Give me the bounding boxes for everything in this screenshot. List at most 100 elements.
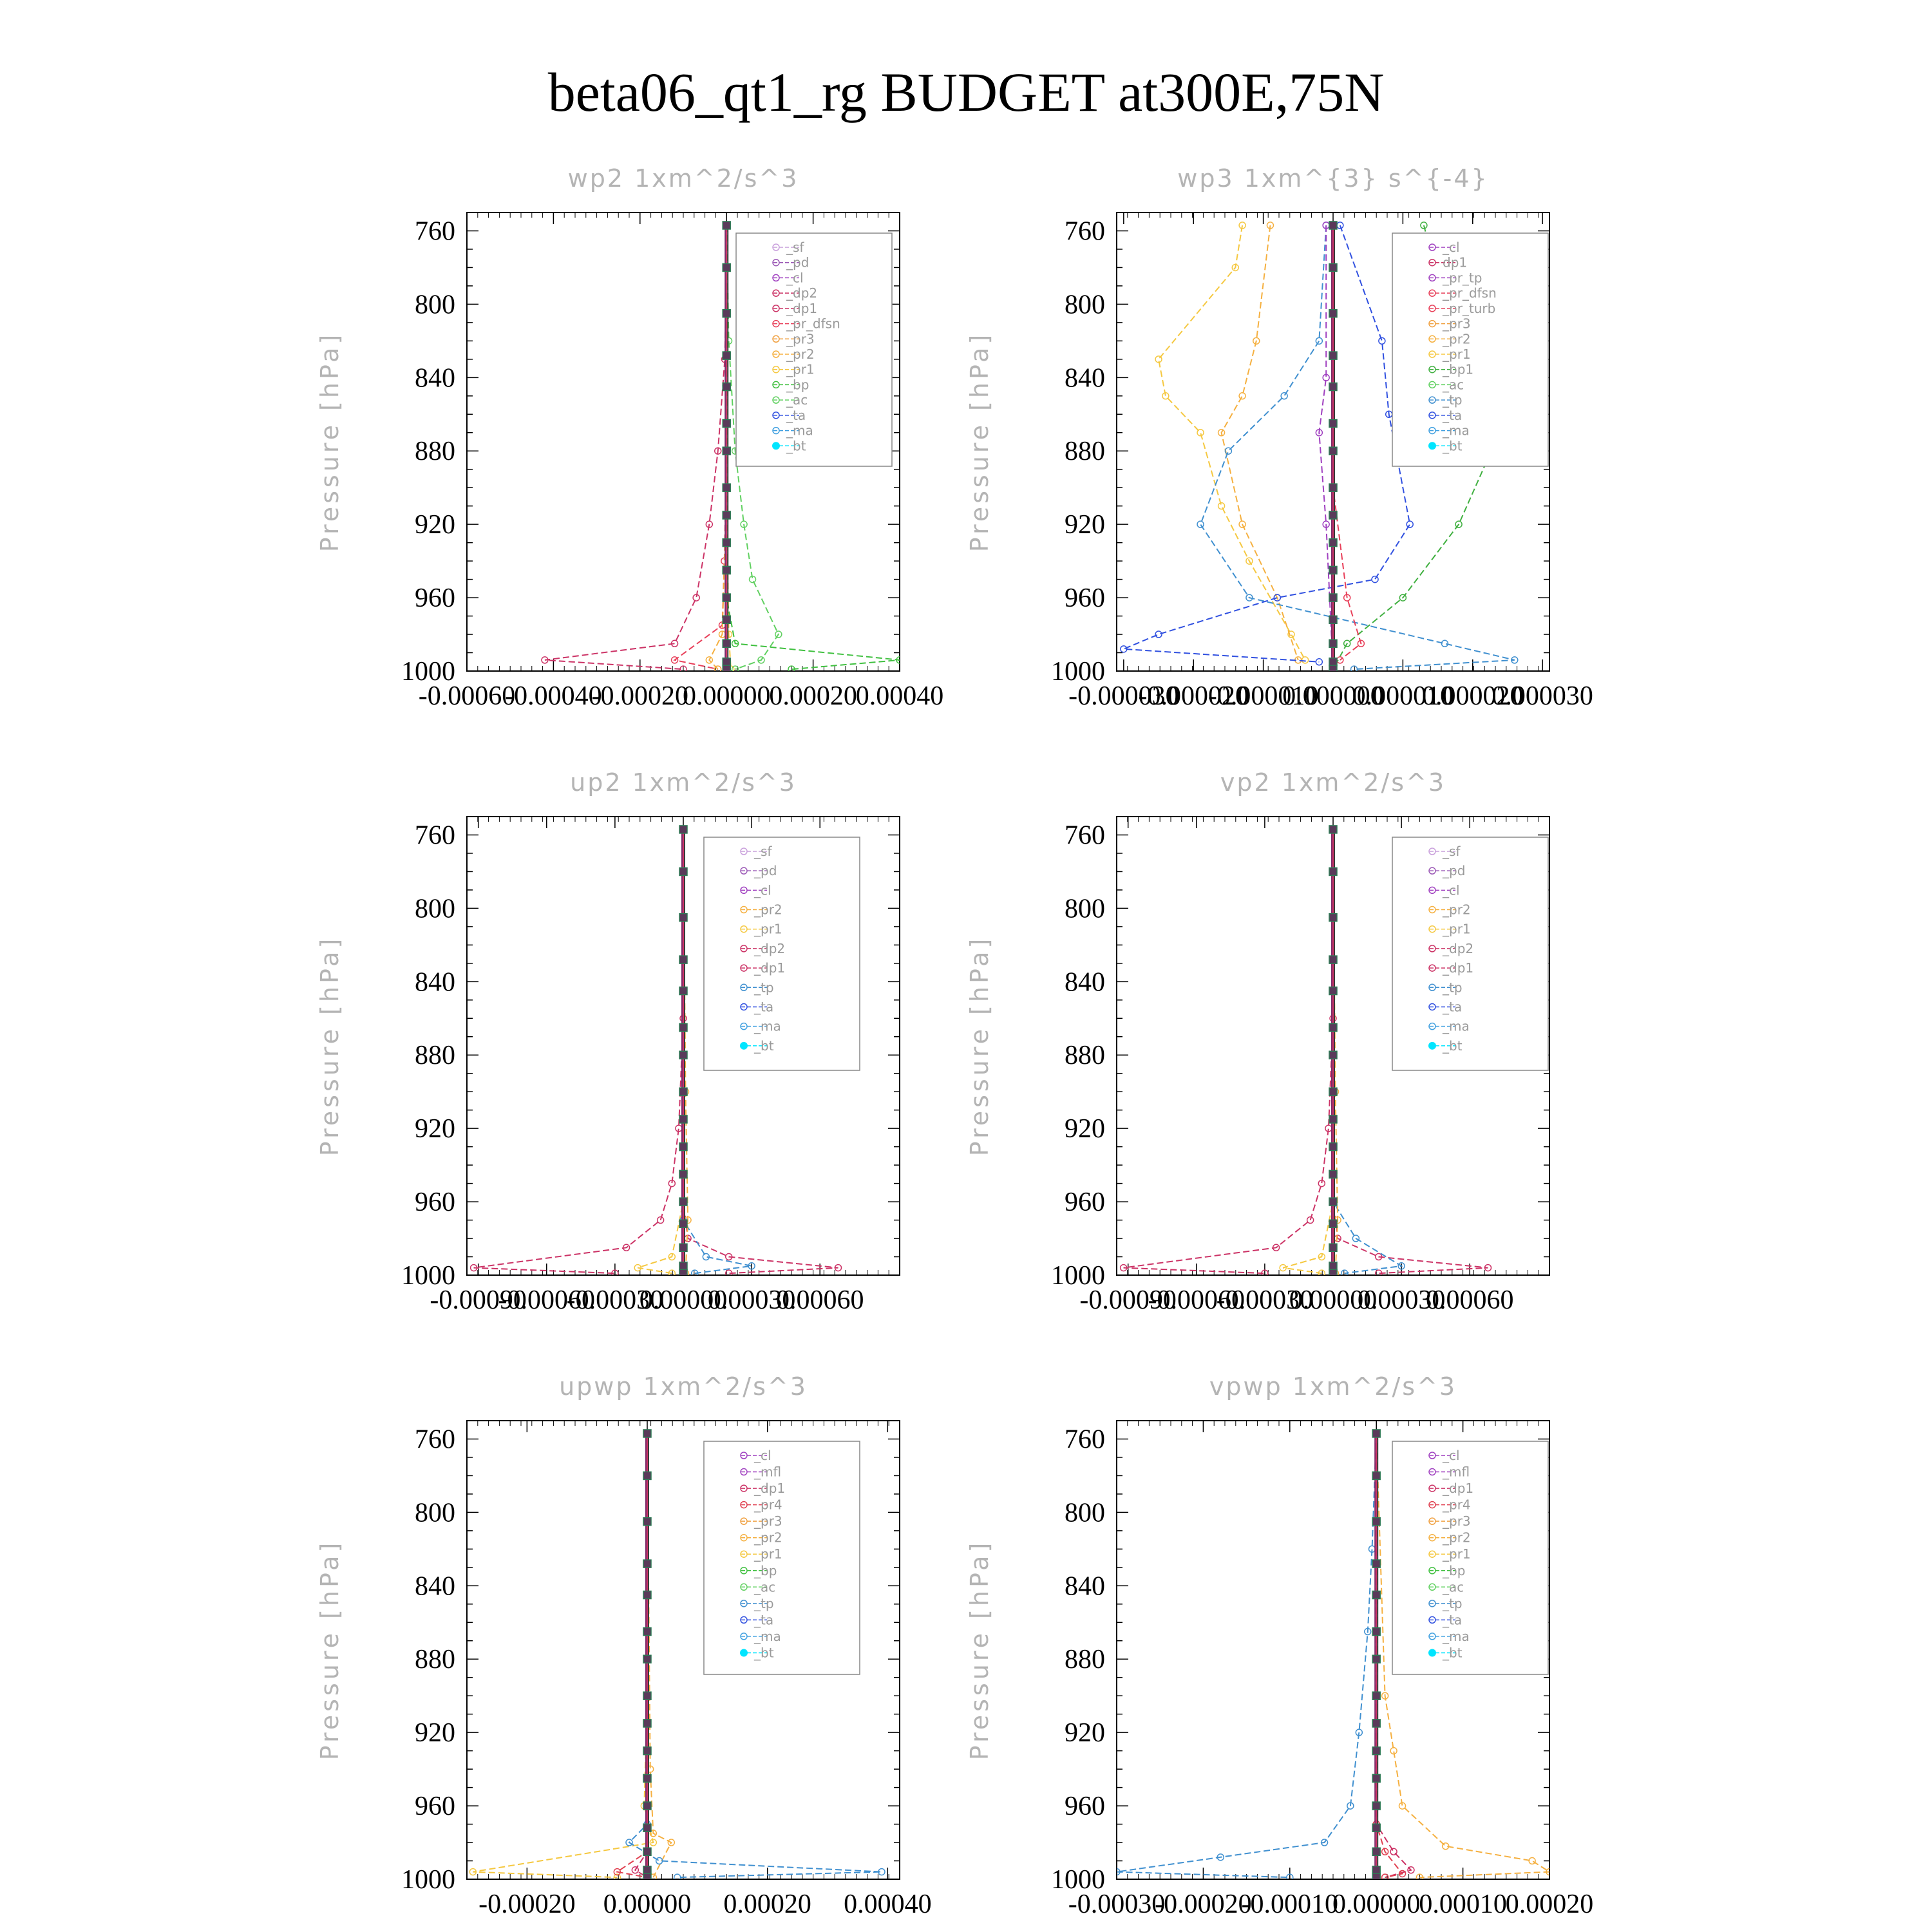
legend-marker — [1428, 305, 1436, 312]
legend-box — [1392, 837, 1549, 1071]
series-marker-tp — [1347, 1802, 1354, 1810]
x-tick-label: 0.00030 — [1358, 1285, 1446, 1315]
legend-label: _pr2 — [1442, 902, 1471, 918]
legend-label: _cl — [753, 882, 772, 898]
y-tick-label: 800 — [1065, 894, 1105, 923]
series-marker-pr1 — [1155, 355, 1162, 363]
legend-marker — [740, 1452, 748, 1459]
zero-series-marker — [643, 1823, 652, 1833]
zero-series-marker — [643, 1746, 652, 1756]
zero-series-marker — [1372, 1746, 1381, 1756]
series-marker-pr2 — [1266, 222, 1274, 229]
legend-marker — [772, 335, 780, 343]
y-axis-label: Pressure [hPa] — [965, 332, 994, 553]
figure-title: beta06_qt1_rg BUDGET at300E,75N — [548, 61, 1385, 123]
y-tick-label: 880 — [1065, 1645, 1105, 1674]
series-marker-dp1 — [705, 520, 714, 528]
legend-label: _ta — [753, 1612, 773, 1627]
y-tick-label: 760 — [415, 1425, 455, 1454]
series-marker-pr1 — [668, 1253, 676, 1261]
series-marker-pr2 — [714, 665, 722, 671]
x-tick-label: 0.00010 — [1419, 1889, 1507, 1919]
zero-series-marker — [722, 565, 731, 575]
zero-series-marker — [643, 1866, 652, 1875]
x-tick-label: 0.00020 — [769, 681, 857, 711]
series-marker-tp — [1355, 1728, 1363, 1736]
legend: _cl_mfl_dp1_pr4_pr3_pr2_pr1_bp_ac_tp_ta _… — [703, 1441, 860, 1675]
legend-label: _ac — [753, 1579, 775, 1595]
zero-series-marker — [722, 483, 731, 492]
zero-series-marker — [1329, 351, 1338, 360]
legend-label: _pr2 — [753, 902, 782, 918]
y-tick-label: 1000 — [401, 1261, 455, 1291]
series-line-dp1 — [1376, 1433, 1412, 1879]
y-tick-label: 960 — [415, 1792, 455, 1821]
y-tick-label: 840 — [1065, 1571, 1105, 1601]
legend-marker — [1428, 319, 1436, 328]
series-marker-tp — [673, 1873, 681, 1879]
legend-label: _pr1 — [786, 362, 815, 377]
series-marker-tp — [1224, 447, 1233, 455]
y-tick-label: 760 — [415, 820, 455, 850]
series-marker-bp1 — [1399, 594, 1407, 601]
legend: _sf_pd_cl_dp2_dp1_pr_dfsn_pr3_pr2_pr1_bp… — [735, 232, 893, 467]
legend-label: _bt — [753, 1645, 774, 1660]
y-tick-label: 960 — [415, 583, 455, 613]
y-tick-label: 800 — [1065, 1498, 1105, 1528]
legend-label: _pr4 — [753, 1497, 782, 1513]
y-tick-label: 840 — [1065, 363, 1105, 393]
x-tick-label: 0.00040 — [856, 681, 944, 711]
legend-box — [703, 837, 860, 1071]
legend-marker — [1428, 1022, 1436, 1030]
series-marker-pr4 — [1398, 1870, 1406, 1878]
series-marker-tp — [1441, 639, 1449, 648]
x-tick-label: -0.00060 — [1148, 1285, 1245, 1315]
legend-label: _pd — [753, 863, 777, 878]
zero-series-marker — [679, 1050, 688, 1059]
zero-series-marker — [1329, 1170, 1338, 1179]
legend-marker — [740, 1468, 748, 1476]
panel-title: up2 1xm^2/s^3 — [570, 768, 797, 797]
panel-title: wp3 1xm^{3} s^{-4} — [1177, 164, 1488, 193]
legend-label: _tp — [1442, 392, 1463, 408]
zero-series-marker — [1372, 1866, 1381, 1875]
legend-marker — [1428, 905, 1436, 914]
x-tick-label: -0.00020 — [592, 681, 689, 711]
zero-series-marker — [1329, 221, 1338, 230]
x-tick-label: -0.00020 — [1155, 1889, 1252, 1919]
zero-series-marker — [722, 511, 731, 520]
series-marker-dp1 — [1318, 1179, 1326, 1188]
zero-series-marker — [1329, 658, 1338, 667]
series-marker-ac — [731, 665, 739, 671]
y-tick-label: 960 — [1065, 1188, 1105, 1217]
legend: _sf _pd _cl _pr2 _pr1 _dp2 _dp1 _tp _ta _ma _bt — [1392, 837, 1549, 1071]
series-marker-dp1 — [656, 1216, 665, 1224]
x-tick-label: -0.00090 — [430, 1285, 527, 1315]
series-line-tp — [628, 1433, 882, 1879]
y-tick-label: 1000 — [1051, 1865, 1105, 1895]
legend-marker — [772, 365, 780, 374]
series-marker-tp — [878, 1868, 886, 1876]
series-marker-bp — [788, 665, 795, 671]
legend-marker — [740, 1533, 748, 1542]
zero-series-marker — [679, 986, 688, 996]
series-marker-dp1 — [670, 639, 679, 648]
legend: _cldp1_pr_tp_pr_dfsn_pr_turb_pr3_pr2_pr1… — [1392, 232, 1549, 467]
zero-series-marker — [643, 1559, 652, 1568]
plot-area — [1119, 825, 1492, 1275]
legend-label: _dp1 — [753, 1481, 785, 1496]
series-marker-pr1 — [1162, 392, 1170, 400]
zero-series-marker — [1329, 511, 1338, 520]
series-marker-pr2 — [1217, 429, 1226, 437]
zero-series-marker — [643, 1847, 652, 1857]
x-tick-label: -0.00040 — [505, 681, 602, 711]
legend-marker — [1428, 964, 1436, 972]
series-marker-dp2 — [1374, 1253, 1383, 1261]
legend-marker — [740, 1041, 748, 1050]
legend-marker — [1428, 1583, 1436, 1591]
legend-label: _cl — [753, 1448, 772, 1463]
series-marker-pr1 — [1318, 1269, 1326, 1275]
legend-label: _sf — [786, 240, 804, 255]
legend-label: _cl — [1442, 882, 1460, 898]
zero-series-marker — [1329, 565, 1338, 575]
